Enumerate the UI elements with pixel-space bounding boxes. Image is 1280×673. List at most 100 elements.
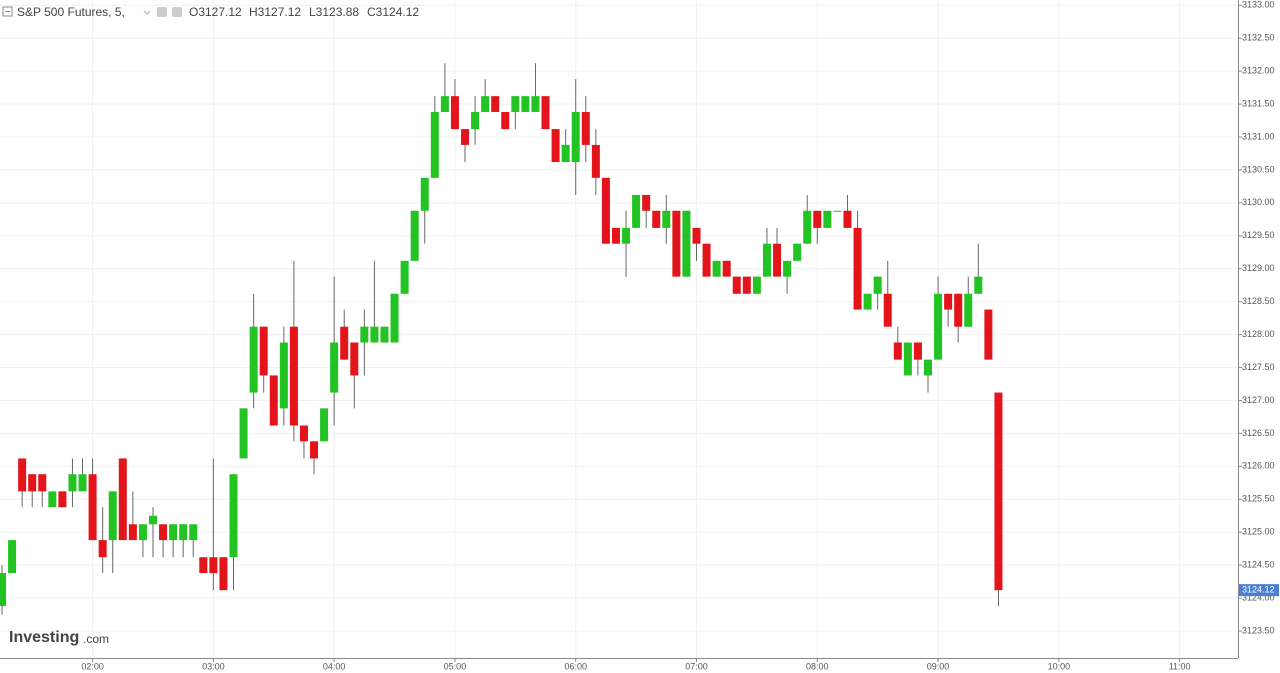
candle-body xyxy=(682,210,691,277)
y-tick-label: 3132.50 xyxy=(1242,33,1275,43)
candle-body xyxy=(18,458,27,492)
candle-body xyxy=(742,276,751,294)
candle-body xyxy=(702,243,711,277)
candle-body xyxy=(511,96,520,112)
ohlc-open: O3127.12 xyxy=(189,5,242,19)
x-tick-label: 08:00 xyxy=(806,661,829,671)
candle-body xyxy=(68,474,77,492)
candle-body xyxy=(843,210,852,228)
candle-body xyxy=(380,326,389,343)
candle-body xyxy=(269,375,278,426)
candle-body xyxy=(159,524,168,541)
candle-body xyxy=(964,293,973,327)
candle-body xyxy=(88,474,97,541)
candle-body xyxy=(118,458,127,541)
candle-body xyxy=(38,474,47,492)
candle-body xyxy=(571,111,580,163)
candle-body xyxy=(340,326,349,360)
collapse-icon[interactable] xyxy=(2,6,13,17)
candle-body xyxy=(873,276,882,294)
x-tick-label: 03:00 xyxy=(202,661,225,671)
candle-body xyxy=(722,260,731,277)
candle-body xyxy=(762,243,771,277)
y-tick-label: 3126.00 xyxy=(1242,461,1275,471)
candle-body xyxy=(793,243,802,261)
candle-body xyxy=(974,276,983,294)
settings-icon[interactable] xyxy=(157,7,167,17)
candle-body xyxy=(531,96,540,112)
candle-body xyxy=(752,276,761,294)
candle-body xyxy=(58,491,67,508)
candle-body xyxy=(611,227,620,244)
candle-body xyxy=(330,342,339,393)
y-tick-label: 3130.50 xyxy=(1242,164,1275,174)
y-tick-label: 3131.00 xyxy=(1242,131,1275,141)
candle-body xyxy=(601,177,610,244)
candle-body xyxy=(903,342,912,376)
candle-body xyxy=(712,260,721,277)
candle-body xyxy=(944,293,953,310)
dropdown-icon[interactable] xyxy=(143,10,151,15)
candles xyxy=(0,63,1003,615)
x-tick-label: 06:00 xyxy=(564,661,587,671)
grid-layer xyxy=(0,0,1238,658)
y-tick-label: 3131.50 xyxy=(1242,98,1275,108)
candle-body xyxy=(662,210,671,228)
candle-body xyxy=(370,326,379,343)
candle-body xyxy=(692,227,701,244)
x-tick-label: 10:00 xyxy=(1048,661,1071,671)
y-tick-label: 3128.50 xyxy=(1242,296,1275,306)
close-icon[interactable] xyxy=(172,7,182,17)
x-tick-label: 02:00 xyxy=(81,661,104,671)
candle-body xyxy=(833,210,842,212)
candle-body xyxy=(893,342,902,360)
candle-body xyxy=(169,524,178,541)
candle-body xyxy=(642,194,651,211)
candle-body xyxy=(249,326,258,393)
last-price-label: 3124.12 xyxy=(1242,585,1275,595)
candle-body xyxy=(803,210,812,244)
candle-body xyxy=(299,425,308,442)
candle-body xyxy=(934,293,943,360)
ohlc-close: C3124.12 xyxy=(367,5,419,19)
y-tick-label: 3132.00 xyxy=(1242,66,1275,76)
candle-body xyxy=(632,194,641,228)
y-tick-label: 3125.50 xyxy=(1242,494,1275,504)
candle-body xyxy=(994,392,1003,591)
y-tick-label: 3125.00 xyxy=(1242,527,1275,537)
candle-body xyxy=(259,326,268,376)
candle-body xyxy=(783,260,792,277)
candle-body xyxy=(461,129,470,145)
candle-body xyxy=(239,408,248,459)
candle-body xyxy=(98,540,107,558)
x-tick-label: 09:00 xyxy=(927,661,950,671)
candle-body xyxy=(350,342,359,376)
y-tick-label: 3124.00 xyxy=(1242,592,1275,602)
candle-body xyxy=(420,177,429,211)
candle-body xyxy=(883,293,892,327)
candle-body xyxy=(410,210,419,261)
y-tick-label: 3133.00 xyxy=(1242,0,1275,10)
candle-body xyxy=(400,260,409,294)
candle-body xyxy=(923,359,932,376)
candle-body xyxy=(863,293,872,310)
candle-body xyxy=(229,474,238,558)
candle-body xyxy=(561,144,570,163)
candle-body xyxy=(320,408,329,442)
y-tick-label: 3123.50 xyxy=(1242,625,1275,635)
candle-body xyxy=(823,210,832,228)
x-tick-label: 07:00 xyxy=(685,661,708,671)
candle-body xyxy=(450,96,459,130)
candle-body xyxy=(481,96,490,112)
y-tick-label: 3127.50 xyxy=(1242,362,1275,372)
candle-body xyxy=(48,491,57,508)
candle-body xyxy=(0,573,7,606)
candle-body xyxy=(179,524,188,541)
ohlc-low: L3123.88 xyxy=(309,5,359,19)
candle-body xyxy=(440,96,449,112)
candle-body xyxy=(984,309,993,360)
candle-body xyxy=(128,524,137,541)
candle-body xyxy=(108,491,117,541)
candle-body xyxy=(732,276,741,294)
